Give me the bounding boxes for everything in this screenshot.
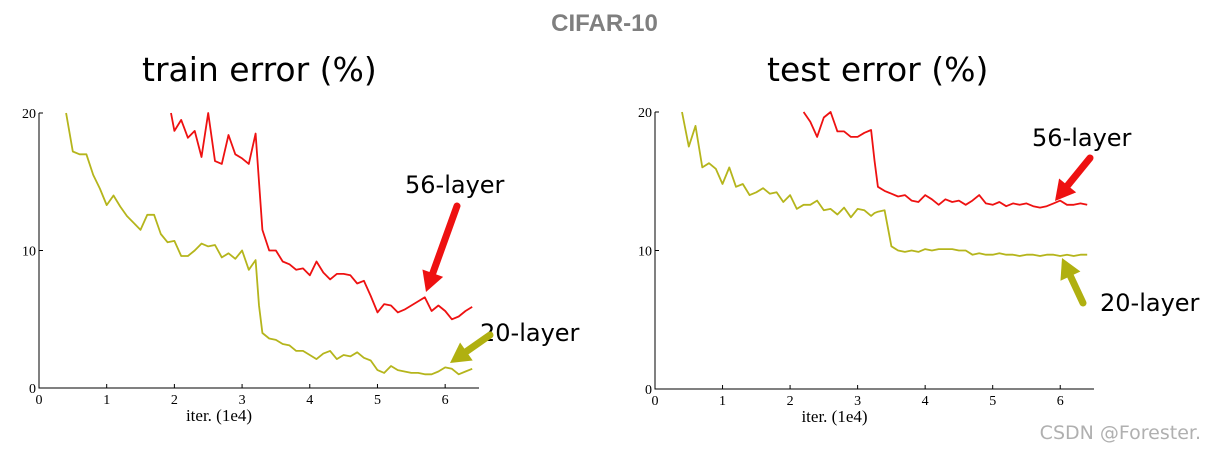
x-tick-label: 4 (306, 393, 313, 408)
annotation-arrow-head (1055, 178, 1077, 201)
y-tick-label: 20 (22, 107, 36, 122)
annotation-label: 20-layer (1100, 289, 1200, 317)
x-tick-label: 1 (719, 394, 726, 409)
x-tick-label: 2 (787, 394, 794, 409)
annotation-arrow-shaft (1066, 272, 1087, 307)
annotation-arrow-shaft (429, 202, 461, 277)
x-tick-label: 6 (1057, 394, 1064, 409)
y-tick-label: 10 (22, 245, 36, 260)
axes-frame (38, 113, 479, 389)
y-tick-label: 10 (638, 245, 652, 260)
x-tick-label: 0 (652, 394, 659, 409)
y-tick-label: 20 (638, 106, 652, 121)
x-tick-label: 5 (989, 394, 996, 409)
series-line-56-layer (170, 112, 473, 321)
annotation-arrow-shaft (1064, 154, 1094, 189)
x-tick-label: 3 (239, 393, 246, 408)
x-tick-label: 4 (922, 394, 929, 409)
series-line-20-layer (681, 111, 1088, 257)
test-chart-title: test error (%) (767, 50, 989, 89)
x-axis-label: iter. (1e4) (186, 406, 252, 425)
series-line-56-layer (802, 111, 1088, 209)
x-tick-label: 2 (171, 393, 178, 408)
x-tick-label: 6 (442, 393, 449, 408)
annotation-arrow-shaft (462, 331, 494, 356)
annotation-label: 20-layer (480, 319, 580, 347)
annotation-label: 56-layer (1032, 124, 1132, 152)
annotation-label: 56-layer (405, 171, 505, 199)
x-axis-label: iter. (1e4) (801, 407, 867, 426)
figure-title: CIFAR-10 (551, 10, 658, 37)
train-error-chart: 0 1 2 3 4 5 6 0 10 20 iter. (1e4) 56-layer 20-layer (22, 107, 580, 425)
test-error-chart: 0 1 2 3 4 5 6 0 10 20 iter. (1e4) 56-layer 20-layer (638, 106, 1200, 426)
x-tick-label: 0 (36, 393, 43, 408)
train-chart-title: train error (%) (142, 50, 377, 89)
x-tick-label: 1 (103, 393, 110, 408)
annotation-arrow-head (1060, 258, 1081, 281)
watermark-text: CSDN @Forester. (1039, 422, 1201, 444)
y-tick-label: 0 (29, 382, 36, 397)
x-tick-label: 3 (854, 394, 861, 409)
x-tick-label: 5 (374, 393, 381, 408)
series-line-20-layer (65, 112, 473, 376)
annotation-arrow-head (422, 269, 444, 292)
y-tick-label: 0 (645, 383, 652, 398)
annotation-arrow-head (450, 342, 473, 363)
